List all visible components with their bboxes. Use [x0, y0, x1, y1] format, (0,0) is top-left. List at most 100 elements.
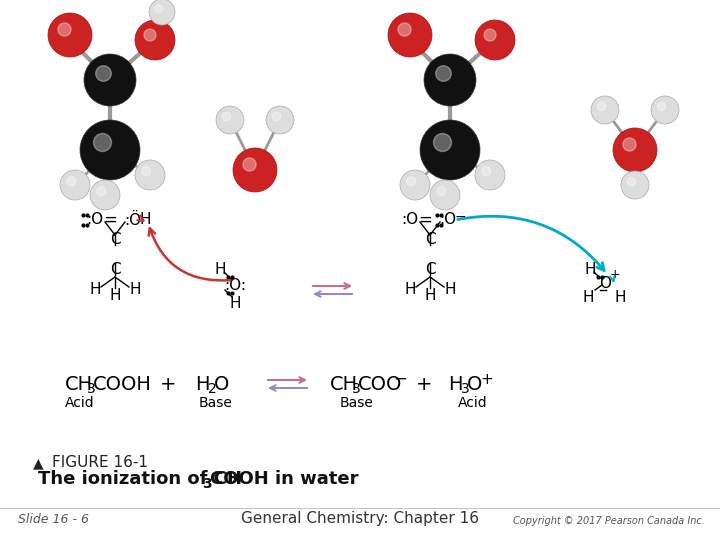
Text: O: O: [599, 275, 611, 291]
Text: H: H: [195, 375, 210, 395]
Circle shape: [96, 187, 106, 195]
Text: H: H: [89, 282, 101, 298]
Text: The ionization of CH: The ionization of CH: [38, 470, 242, 488]
FancyArrowPatch shape: [138, 215, 143, 221]
Circle shape: [433, 133, 451, 152]
Text: 3: 3: [202, 477, 212, 491]
Circle shape: [80, 120, 140, 180]
FancyArrowPatch shape: [610, 275, 615, 281]
Text: −: −: [454, 210, 466, 224]
Text: C: C: [109, 262, 120, 278]
Text: COO: COO: [358, 375, 402, 395]
Text: COOH in water: COOH in water: [210, 470, 359, 488]
Circle shape: [420, 120, 480, 180]
Text: :O:: :O:: [224, 278, 246, 293]
Circle shape: [437, 187, 446, 195]
Circle shape: [155, 5, 163, 12]
Circle shape: [94, 133, 112, 152]
Text: Acid: Acid: [458, 396, 487, 410]
Circle shape: [627, 177, 636, 186]
Circle shape: [96, 66, 112, 82]
Text: H: H: [444, 282, 456, 298]
Text: +: +: [160, 375, 176, 395]
Circle shape: [48, 13, 92, 57]
Circle shape: [613, 128, 657, 172]
Text: +: +: [415, 375, 432, 395]
Text: Base: Base: [340, 396, 374, 410]
Circle shape: [407, 177, 415, 186]
Circle shape: [482, 167, 491, 176]
Text: O: O: [467, 375, 482, 395]
Circle shape: [60, 170, 90, 200]
FancyArrowPatch shape: [149, 228, 230, 280]
Text: :O: :O: [439, 213, 456, 227]
Text: −: −: [393, 370, 407, 388]
Text: 2: 2: [208, 382, 217, 396]
FancyArrowPatch shape: [458, 216, 604, 271]
Circle shape: [388, 13, 432, 57]
Text: H: H: [424, 287, 436, 302]
Text: H: H: [582, 289, 594, 305]
Circle shape: [591, 96, 619, 124]
Text: +: +: [610, 268, 621, 281]
Text: +: +: [480, 372, 492, 387]
Circle shape: [272, 112, 281, 121]
Circle shape: [430, 180, 460, 210]
Text: =: =: [418, 211, 432, 229]
Text: O: O: [214, 375, 230, 395]
Circle shape: [233, 148, 277, 192]
Circle shape: [621, 171, 649, 199]
Circle shape: [651, 96, 679, 124]
Text: :Ö: :Ö: [125, 213, 142, 227]
Circle shape: [484, 29, 496, 41]
Circle shape: [135, 160, 165, 190]
Text: C: C: [425, 262, 436, 278]
Circle shape: [243, 158, 256, 171]
Text: H: H: [109, 287, 121, 302]
Text: General Chemistry: Chapter 16: General Chemistry: Chapter 16: [241, 511, 479, 526]
Text: H: H: [584, 262, 595, 278]
Circle shape: [135, 20, 175, 60]
Circle shape: [67, 177, 76, 186]
Text: CH: CH: [330, 375, 358, 395]
Circle shape: [598, 102, 606, 111]
Text: FIGURE 16-1: FIGURE 16-1: [52, 455, 148, 470]
Circle shape: [436, 66, 451, 82]
Text: :O: :O: [402, 213, 418, 227]
Circle shape: [90, 180, 120, 210]
Text: H: H: [614, 289, 626, 305]
Text: :O: :O: [86, 213, 104, 227]
Circle shape: [424, 54, 476, 106]
Text: COOH: COOH: [93, 375, 152, 395]
Circle shape: [149, 0, 175, 25]
Circle shape: [84, 54, 136, 106]
Circle shape: [266, 106, 294, 134]
Text: 3: 3: [352, 382, 361, 396]
Circle shape: [657, 102, 666, 111]
Circle shape: [58, 23, 71, 36]
Text: CH: CH: [65, 375, 93, 395]
Text: C: C: [425, 233, 436, 247]
Circle shape: [475, 20, 515, 60]
Text: H: H: [139, 213, 150, 227]
Circle shape: [144, 29, 156, 41]
Circle shape: [398, 23, 411, 36]
Circle shape: [142, 167, 150, 176]
Text: H: H: [448, 375, 462, 395]
Text: H: H: [404, 282, 415, 298]
Circle shape: [222, 112, 230, 121]
Circle shape: [623, 138, 636, 151]
Text: Base: Base: [199, 396, 233, 410]
Text: H: H: [229, 295, 240, 310]
Text: 3: 3: [461, 382, 469, 396]
Text: Copyright © 2017 Pearson Canada Inc.: Copyright © 2017 Pearson Canada Inc.: [513, 516, 705, 526]
Text: =: =: [103, 211, 117, 229]
Text: Acid: Acid: [65, 396, 94, 410]
Circle shape: [400, 170, 430, 200]
Text: Slide 16 - 6: Slide 16 - 6: [18, 513, 89, 526]
Circle shape: [475, 160, 505, 190]
Circle shape: [216, 106, 244, 134]
Text: H: H: [215, 262, 226, 278]
Text: C: C: [109, 233, 120, 247]
Text: H: H: [130, 282, 140, 298]
